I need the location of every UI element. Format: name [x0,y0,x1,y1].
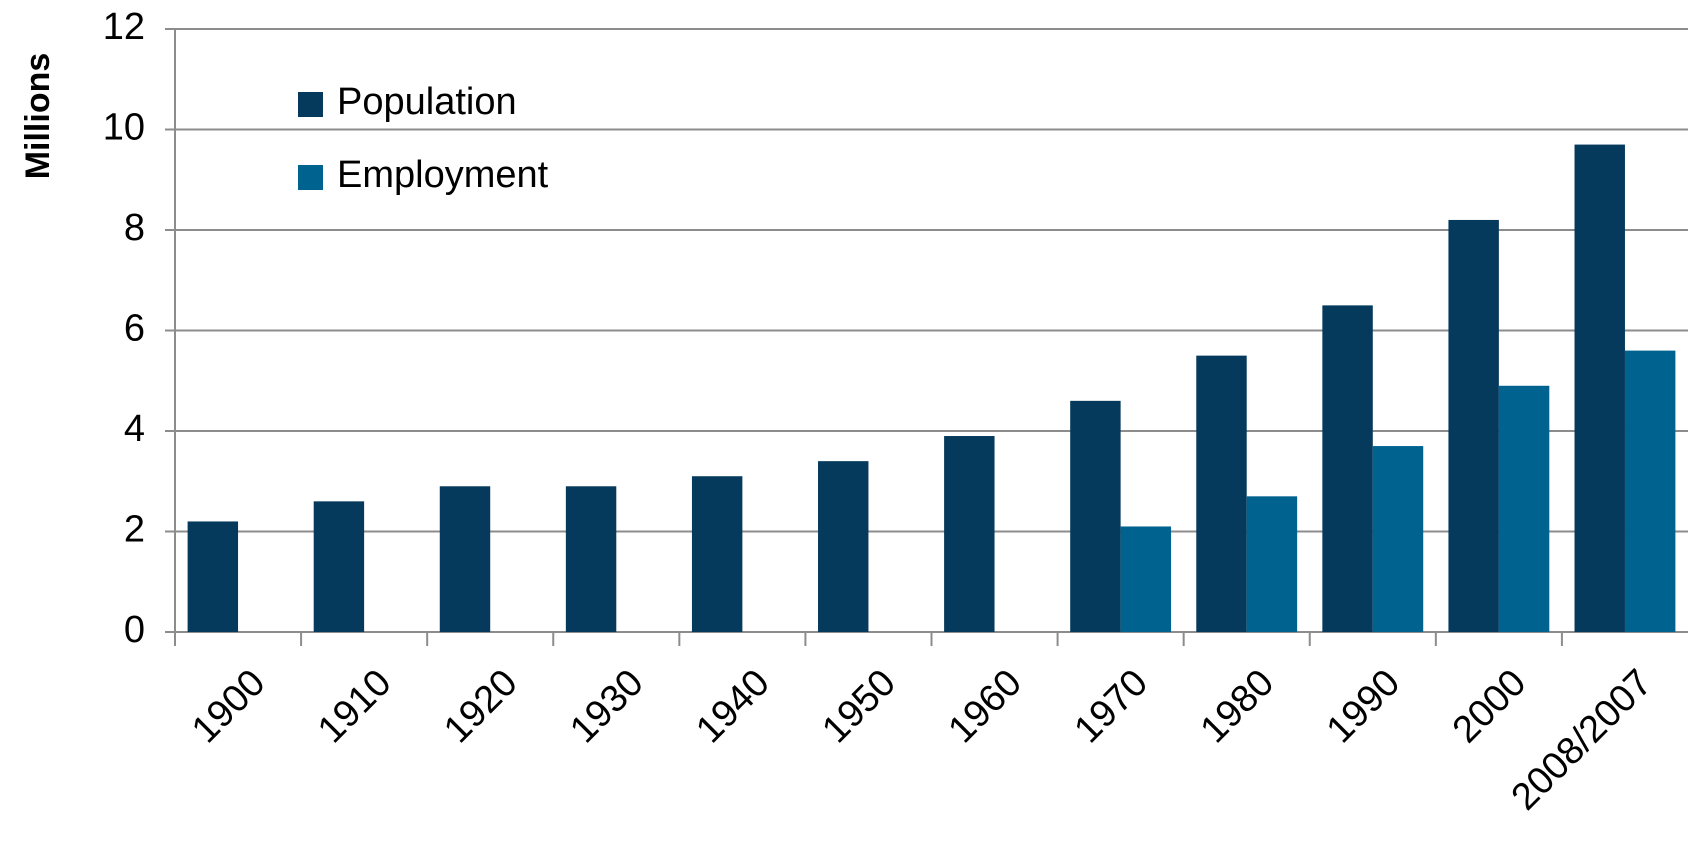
x-tick-label: 1970 [1067,662,1156,751]
y-tick-label: 4 [124,408,145,450]
bar [944,436,995,632]
x-tick-label: 2000 [1445,662,1534,751]
y-tick-label: 6 [124,308,145,350]
bar [1120,526,1172,632]
y-tick-label: 8 [124,207,145,249]
bar [691,476,743,632]
x-tick-label: 1910 [310,662,399,751]
bar [1246,496,1298,632]
x-tick-label: 1940 [688,662,777,751]
bar [1574,144,1625,632]
bar [1498,385,1550,632]
y-tick-label: 10 [103,107,145,149]
legend-swatch [298,92,323,117]
legend-label: Population [337,81,517,123]
bar [439,486,491,632]
legend-label: Employment [337,154,549,196]
bar [818,461,869,632]
bar [313,501,365,632]
bar [1322,305,1373,632]
bar [565,486,617,632]
x-tick-label: 1930 [562,662,651,751]
bar [1448,219,1499,632]
bar [1624,350,1676,632]
x-tick-label: 1900 [184,662,273,751]
bar [1372,446,1424,632]
y-axis-label: Millions [19,53,57,180]
x-tick-label: 1950 [814,662,903,751]
bar [1196,355,1247,632]
legend-swatch [298,165,323,190]
x-tick-label: 1920 [436,662,525,751]
bar [1070,400,1121,632]
y-tick-label: 12 [103,6,145,48]
x-tick-label: 1980 [1193,662,1282,751]
y-tick-label: 2 [124,509,145,551]
x-tick-label: 1990 [1319,662,1408,751]
x-tick-label: 1960 [941,662,1030,751]
y-tick-label: 0 [124,609,145,651]
bar [187,521,239,632]
